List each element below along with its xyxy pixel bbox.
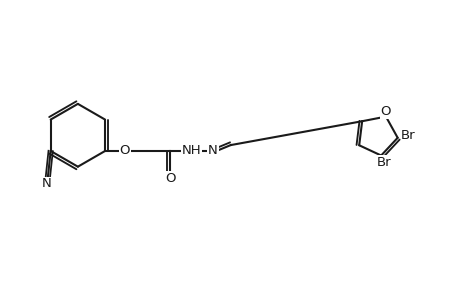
Text: Br: Br bbox=[400, 129, 415, 142]
Text: O: O bbox=[119, 145, 129, 158]
Text: N: N bbox=[208, 145, 218, 158]
Text: N: N bbox=[42, 177, 51, 190]
Text: O: O bbox=[380, 105, 390, 118]
Text: O: O bbox=[165, 172, 176, 185]
Text: Br: Br bbox=[376, 156, 391, 169]
Text: NH: NH bbox=[181, 145, 201, 158]
